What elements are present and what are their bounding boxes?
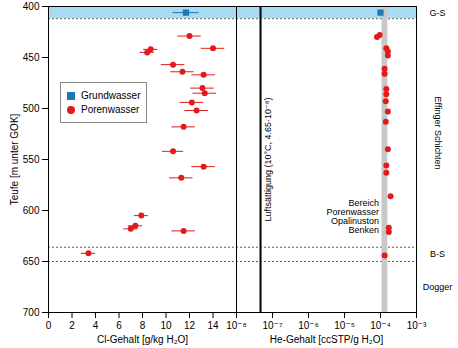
svg-text:10⁻⁷: 10⁻⁷ (262, 320, 282, 331)
svg-text:2: 2 (69, 320, 75, 331)
svg-text:4: 4 (93, 320, 99, 331)
svg-text:B-S: B-S (430, 249, 445, 259)
svg-text:10⁻⁶: 10⁻⁶ (298, 320, 319, 331)
svg-text:14: 14 (207, 320, 219, 331)
svg-text:10: 10 (160, 320, 172, 331)
html-text:Grundwasser: Grundwasser (81, 90, 141, 101)
svg-text:Cl-Gehalt [g/kg H₂O]: Cl-Gehalt [g/kg H₂O] (97, 334, 188, 345)
svg-text:10⁻⁵: 10⁻⁵ (334, 320, 355, 331)
svg-text:Luftsättigung (10°C, 4.65·10⁻⁸: Luftsättigung (10°C, 4.65·10⁻⁸) (263, 97, 273, 221)
svg-text:6: 6 (116, 320, 122, 331)
svg-text:Effinger Schichten: Effinger Schichten (433, 97, 443, 170)
svg-text:550: 550 (23, 154, 40, 165)
svg-text:400: 400 (23, 1, 40, 12)
svg-text:500: 500 (23, 103, 40, 114)
svg-text:12: 12 (184, 320, 196, 331)
svg-text:10⁻³: 10⁻³ (407, 320, 427, 331)
svg-text:10⁻⁴: 10⁻⁴ (370, 320, 391, 331)
svg-text:650: 650 (23, 256, 40, 267)
svg-text:BereichPorenwasserOpalinustonB: BereichPorenwasserOpalinustonBenken (326, 198, 379, 235)
svg-text:8: 8 (140, 320, 146, 331)
svg-text:He-Gehalt [ccSTP/g H₂O]: He-Gehalt [ccSTP/g H₂O] (270, 334, 384, 345)
svg-text:0: 0 (46, 320, 52, 331)
html-text:Porenwasser: Porenwasser (81, 104, 140, 115)
svg-text:G-S: G-S (429, 8, 445, 18)
svg-text:10⁻⁸: 10⁻⁸ (226, 320, 247, 331)
svg-text:600: 600 (23, 205, 40, 216)
svg-text:Teufe [m unter GOK]: Teufe [m unter GOK] (9, 113, 20, 205)
svg-text:450: 450 (23, 52, 40, 63)
svg-text:Dogger: Dogger (423, 282, 453, 292)
svg-text:700: 700 (23, 307, 40, 318)
